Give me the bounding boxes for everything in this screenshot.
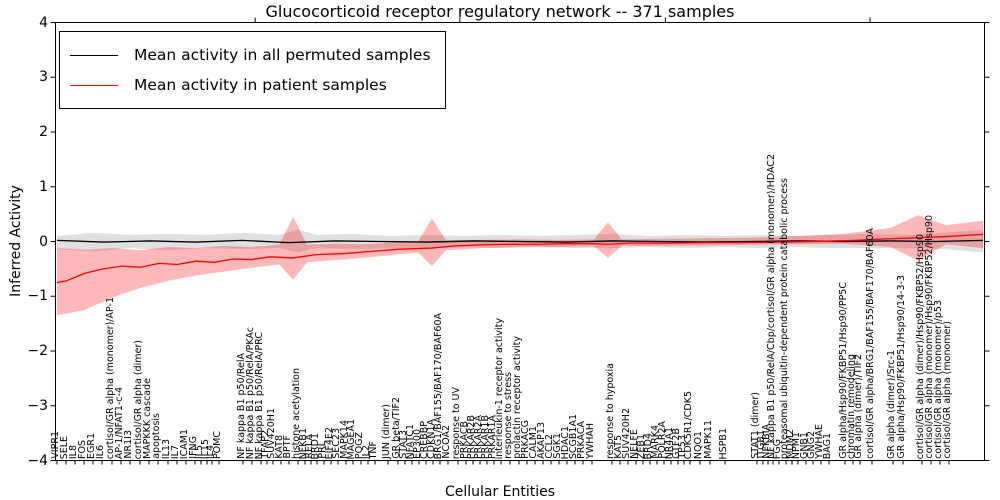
x-tick-label: NQO1 <box>693 430 704 459</box>
legend-box: Mean activity in all permuted samples Me… <box>59 31 446 109</box>
x-tick-label: TNF <box>368 440 379 459</box>
x-tick-label: MAPK11 <box>703 420 714 459</box>
x-tick-label: NR1I3 <box>123 430 134 459</box>
legend-item-patient: Mean activity in patient samples <box>70 70 431 100</box>
x-tick-label: GR alpha (dimer)/Src-1 <box>886 349 897 459</box>
x-tick-label: CDK5R1/CDK5 <box>683 390 694 459</box>
legend-item-permuted: Mean activity in all permuted samples <box>70 40 431 70</box>
legend-label-permuted: Mean activity in all permuted samples <box>134 46 431 64</box>
y-tick-label: 0 <box>39 233 48 250</box>
legend-label-patient: Mean activity in patient samples <box>134 76 387 94</box>
chart-title: Glucocorticoid receptor regulatory netwo… <box>265 2 735 21</box>
patient-range-band <box>57 215 983 316</box>
permuted-line-swatch <box>70 54 118 56</box>
x-tick-label: cortisol/GR alpha/BRG1/BAF155/BAF170/BAF… <box>865 228 876 459</box>
x-tick-label: NCOA2 <box>441 425 452 459</box>
x-tick-label: GR alpha (dimer)/TIF2 <box>853 354 864 459</box>
x-tick-label: apoptosis <box>151 413 162 459</box>
y-tick-label: 3 <box>39 69 48 86</box>
y-tick-label: −4 <box>27 452 48 469</box>
x-tick-label: NF kappa B1 p50/RelA/Cbp/cortisol/GR alp… <box>766 154 777 459</box>
x-tick-label: GR alpha/Hsp90/FKBP51/Hsp90/14-3-3 <box>896 275 907 459</box>
y-tick-label: 4 <box>39 14 48 31</box>
y-tick-label: −1 <box>27 288 48 305</box>
y-tick-label: 2 <box>39 124 48 140</box>
x-tick-label: HSPB1 <box>718 427 729 459</box>
x-tick-label: POMC <box>212 430 223 459</box>
y-tick-label: 1 <box>39 178 48 195</box>
patient-mean-line <box>56 233 984 284</box>
x-tick-label: JUN (dimer) <box>381 404 392 459</box>
y-tick-label: −3 <box>27 397 48 414</box>
x-axis-label: Cellular Entities <box>444 484 556 500</box>
x-tick-label: IL6 <box>95 444 106 459</box>
x-tick-label: proteasomal ubiquitin-dependent protein … <box>779 177 790 459</box>
y-tick-label: −2 <box>27 343 48 359</box>
patient-line-swatch <box>70 84 118 86</box>
x-tick-label: BAG1 <box>822 432 833 459</box>
x-tick-label: cortisol/GR alpha (monomer) <box>942 321 953 459</box>
x-tick-label: YWHAH <box>585 423 596 459</box>
